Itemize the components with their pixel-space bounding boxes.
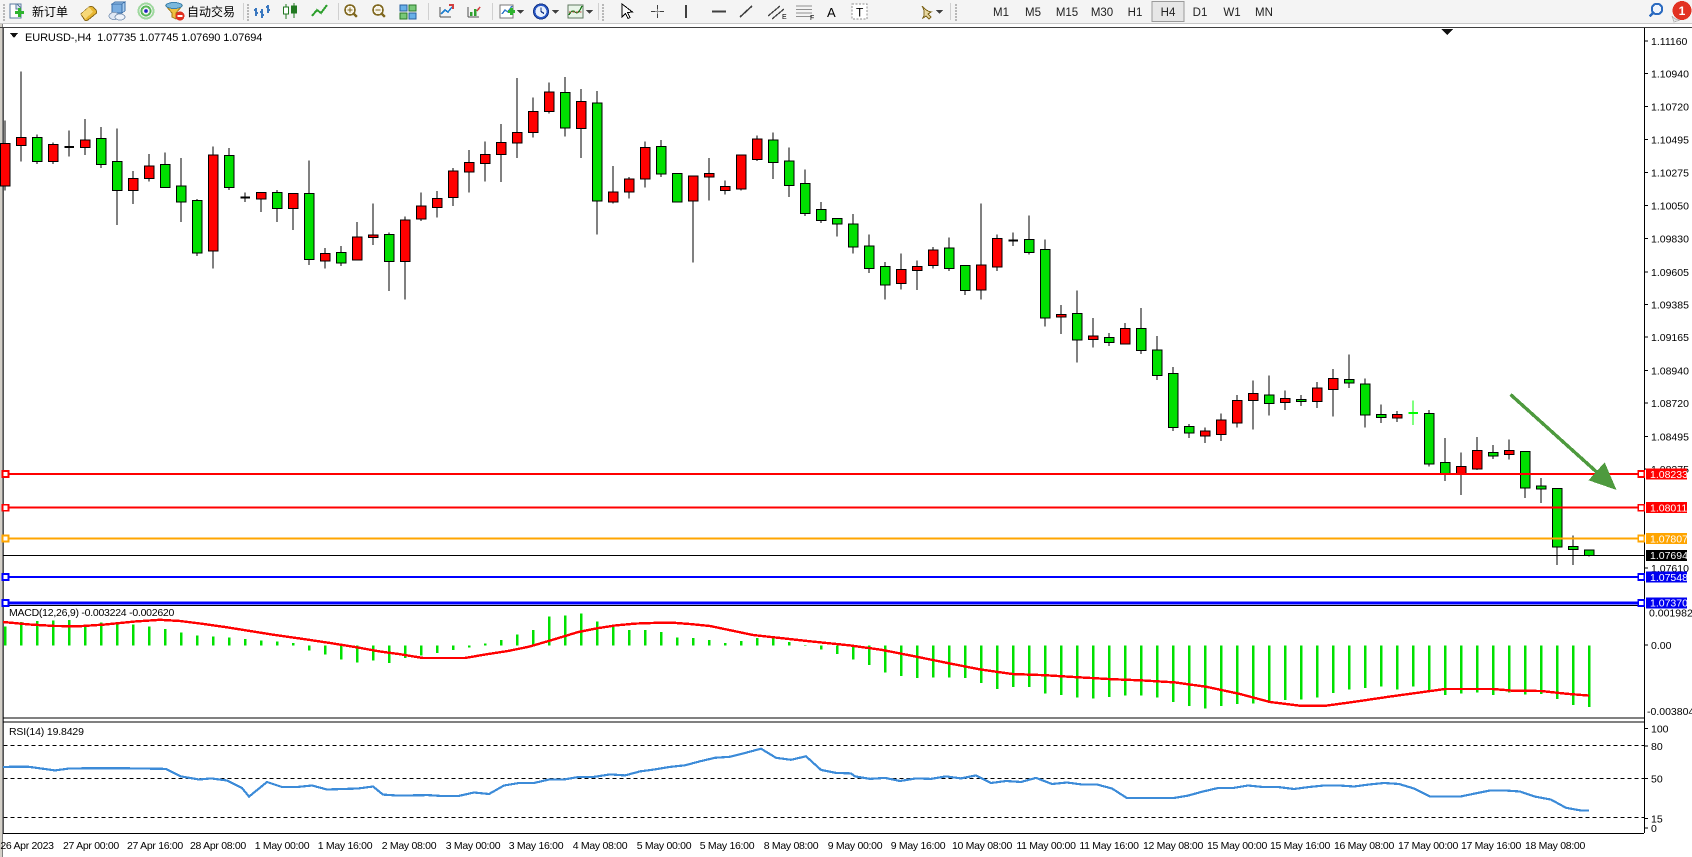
svg-text:12 May 08:00: 12 May 08:00	[1143, 840, 1203, 852]
svg-text:11 May 00:00: 11 May 00:00	[1016, 840, 1076, 852]
svg-text:M5: M5	[1025, 7, 1041, 19]
svg-text:27 Apr 00:00: 27 Apr 00:00	[63, 840, 119, 852]
svg-text:1.08011: 1.08011	[1650, 502, 1687, 514]
svg-text:H4: H4	[1161, 7, 1176, 19]
svg-text:T: T	[856, 6, 864, 20]
svg-text:0.00: 0.00	[1651, 640, 1672, 652]
svg-text:28 Apr 08:00: 28 Apr 08:00	[190, 840, 246, 852]
svg-text:1.07694: 1.07694	[1650, 550, 1688, 562]
svg-text:1.10050: 1.10050	[1651, 201, 1689, 213]
svg-text:0.001982: 0.001982	[1649, 608, 1692, 620]
svg-text:RSI(14) 19.8429: RSI(14) 19.8429	[9, 726, 84, 738]
svg-text:5 May 00:00: 5 May 00:00	[637, 840, 692, 852]
svg-text:自动交易: 自动交易	[187, 4, 235, 19]
svg-text:1.08495: 1.08495	[1651, 432, 1689, 444]
svg-text:1 May 00:00: 1 May 00:00	[255, 840, 310, 852]
svg-text:2 May 08:00: 2 May 08:00	[382, 840, 437, 852]
svg-text:1.09830: 1.09830	[1651, 233, 1689, 245]
svg-text:1.09605: 1.09605	[1651, 267, 1689, 279]
svg-text:W1: W1	[1223, 7, 1240, 19]
svg-text:E: E	[782, 14, 787, 21]
svg-text:1.08940: 1.08940	[1651, 366, 1689, 378]
svg-text:1.09165: 1.09165	[1651, 332, 1689, 344]
svg-text:M15: M15	[1056, 7, 1078, 19]
svg-text:F: F	[810, 15, 814, 22]
svg-text:M30: M30	[1091, 7, 1113, 19]
svg-text:10 May 08:00: 10 May 08:00	[952, 840, 1012, 852]
svg-text:18 May 08:00: 18 May 08:00	[1525, 840, 1585, 852]
svg-text:新订单: 新订单	[32, 4, 68, 19]
svg-text:16 May 08:00: 16 May 08:00	[1334, 840, 1394, 852]
svg-text:5 May 16:00: 5 May 16:00	[700, 840, 755, 852]
svg-text:1.10275: 1.10275	[1651, 167, 1689, 179]
svg-text:A: A	[827, 5, 836, 20]
svg-text:1.10495: 1.10495	[1651, 135, 1689, 147]
svg-text:EURUSD-,H4 1.07735 1.07745 1.: EURUSD-,H4 1.07735 1.07745 1.07690 1.076…	[25, 32, 262, 44]
svg-text:8 May 08:00: 8 May 08:00	[764, 840, 819, 852]
svg-text:1.07807: 1.07807	[1650, 533, 1688, 545]
svg-text:15 May 16:00: 15 May 16:00	[1270, 840, 1330, 852]
svg-text:4 May 08:00: 4 May 08:00	[573, 840, 628, 852]
svg-text:1 May 16:00: 1 May 16:00	[318, 840, 373, 852]
svg-text:D1: D1	[1193, 7, 1208, 19]
svg-text:1.07370: 1.07370	[1650, 598, 1688, 610]
svg-text:1: 1	[1679, 4, 1686, 18]
svg-text:50: 50	[1651, 773, 1663, 785]
svg-text:3 May 16:00: 3 May 16:00	[509, 840, 564, 852]
svg-text:1.10720: 1.10720	[1651, 101, 1689, 113]
svg-text:MN: MN	[1255, 7, 1273, 19]
svg-text:11 May 16:00: 11 May 16:00	[1079, 840, 1139, 852]
svg-text:9 May 16:00: 9 May 16:00	[891, 840, 946, 852]
svg-text:1.08233: 1.08233	[1650, 469, 1688, 481]
svg-text:1.09385: 1.09385	[1651, 299, 1689, 311]
svg-text:-0.003804: -0.003804	[1647, 706, 1692, 718]
svg-text:1.07548: 1.07548	[1650, 572, 1688, 584]
svg-text:26 Apr 2023: 26 Apr 2023	[0, 840, 54, 852]
svg-text:100: 100	[1651, 723, 1669, 735]
svg-text:1.10940: 1.10940	[1651, 69, 1689, 81]
svg-text:0: 0	[1651, 823, 1657, 835]
svg-text:15 May 00:00: 15 May 00:00	[1207, 840, 1267, 852]
svg-text:27 Apr 16:00: 27 Apr 16:00	[127, 840, 183, 852]
svg-text:1.11160: 1.11160	[1651, 36, 1688, 48]
svg-text:MACD(12,26,9) -0.003224 -0.002: MACD(12,26,9) -0.003224 -0.002620	[9, 607, 175, 619]
svg-text:15: 15	[1651, 813, 1663, 825]
svg-text:1.08720: 1.08720	[1651, 398, 1689, 410]
svg-text:M1: M1	[993, 7, 1009, 19]
svg-text:H1: H1	[1128, 7, 1143, 19]
svg-text:3 May 00:00: 3 May 00:00	[446, 840, 501, 852]
svg-text:9 May 00:00: 9 May 00:00	[828, 840, 883, 852]
svg-text:80: 80	[1651, 741, 1663, 753]
svg-text:17 May 00:00: 17 May 00:00	[1398, 840, 1458, 852]
svg-text:17 May 16:00: 17 May 16:00	[1461, 840, 1521, 852]
